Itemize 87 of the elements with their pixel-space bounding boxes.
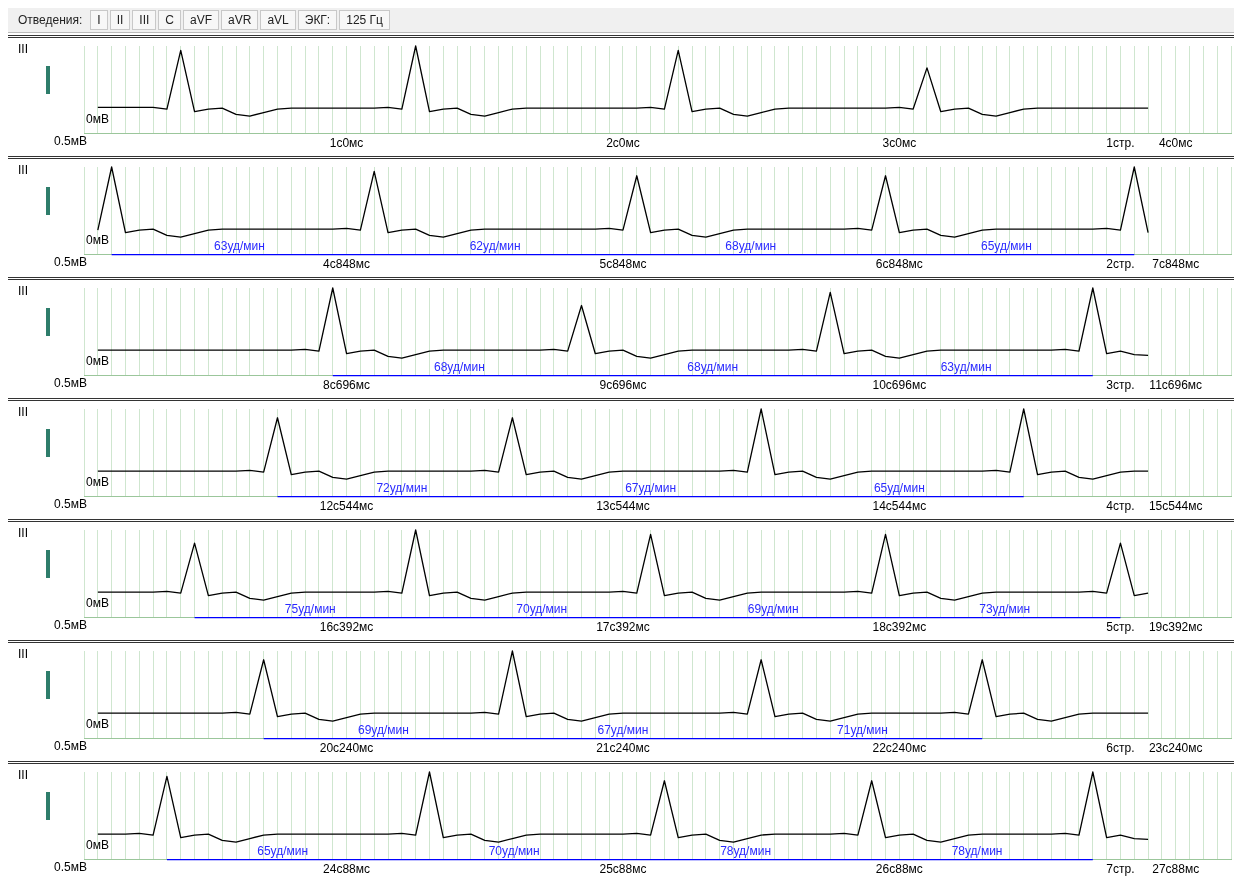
- x-tick-label: 21с240мс: [596, 741, 650, 756]
- x-tick-label: 24с88мс: [323, 862, 371, 877]
- text: 0.5мВ: [54, 859, 87, 874]
- annotation: 71уд/мин: [837, 722, 888, 737]
- annotation: 67уд/мин: [625, 480, 677, 495]
- x-tick-label: 19с392мс: [1148, 620, 1203, 635]
- text: 0.5мВ: [54, 617, 87, 632]
- annotation: 0мВ: [86, 595, 109, 610]
- text: I: [90, 10, 108, 30]
- x-tick-label: 4с848мс: [323, 257, 371, 272]
- annotation: 68уд/мин: [687, 359, 739, 374]
- x-tick-label: 15с544мс: [1148, 499, 1203, 514]
- annotation: 69уд/мин: [357, 722, 409, 737]
- annotation: 73уд/мин: [979, 601, 1031, 616]
- text: III: [132, 10, 157, 30]
- x-tick-label: 1стр.: [1106, 136, 1135, 151]
- annotation: 72уд/мин: [376, 480, 428, 495]
- text: III: [18, 163, 29, 178]
- text: ЭКГ:: [297, 10, 338, 30]
- text: 0.5мВ: [54, 496, 87, 511]
- x-tick-label: 3стр.: [1106, 378, 1135, 393]
- x-tick-label: 16с392мс: [319, 620, 374, 635]
- x-tick-label: 12с544мс: [319, 499, 374, 514]
- annotation: 65уд/мин: [257, 843, 309, 858]
- text: 0.5мВ: [54, 254, 87, 269]
- x-tick-label: 23с240мс: [1148, 741, 1203, 756]
- annotation: 65уд/мин: [873, 480, 925, 495]
- text: III: [18, 42, 29, 57]
- x-tick-label: 4с0мс: [1158, 136, 1193, 151]
- annotation: 0мВ: [86, 716, 109, 731]
- annotation: 70уд/мин: [516, 601, 568, 616]
- text: 0.5мВ: [54, 375, 87, 390]
- x-tick-label: 5с848мс: [599, 257, 647, 272]
- x-tick-label: 27с88мс: [1152, 862, 1200, 877]
- x-tick-label: 1с0мс: [329, 136, 364, 151]
- annotation: 68уд/мин: [725, 238, 777, 253]
- annotation: 67уд/мин: [597, 722, 649, 737]
- text: II: [109, 10, 131, 30]
- x-tick-label: 6с848мс: [875, 257, 923, 272]
- text: 125 Гц: [339, 10, 390, 30]
- annotation: 0мВ: [86, 232, 109, 247]
- x-tick-label: 20с240мс: [319, 741, 374, 756]
- annotation: 69уд/мин: [747, 601, 799, 616]
- x-tick-label: 7стр.: [1106, 862, 1135, 877]
- annotation: 75уд/мин: [284, 601, 336, 616]
- x-tick-label: 5стр.: [1106, 620, 1135, 635]
- x-tick-label: 3с0мс: [882, 136, 917, 151]
- annotation: 0мВ: [86, 111, 109, 126]
- annotation: 68уд/мин: [433, 359, 485, 374]
- text: aVL: [260, 10, 296, 30]
- x-tick-label: 11с696мс: [1149, 378, 1203, 393]
- text: III: [18, 768, 29, 783]
- annotation: 0мВ: [86, 837, 109, 852]
- text: aVR: [221, 10, 259, 30]
- x-tick-label: 10с696мс: [872, 378, 927, 393]
- annotation: 65уд/мин: [981, 238, 1032, 253]
- annotation: 0мВ: [86, 353, 109, 368]
- x-tick-label: 4стр.: [1106, 499, 1135, 514]
- x-tick-label: 2с0мс: [606, 136, 640, 151]
- x-tick-label: 13с544мс: [596, 499, 650, 514]
- annotation: 63уд/мин: [940, 359, 992, 374]
- x-tick-label: 22с240мс: [872, 741, 927, 756]
- annotation: 70уд/мин: [488, 843, 540, 858]
- text: aVF: [183, 10, 220, 30]
- x-tick-label: 7с848мс: [1152, 257, 1200, 272]
- annotation: 62уд/мин: [469, 238, 521, 253]
- x-tick-label: 25с88мс: [599, 862, 647, 877]
- x-tick-label: 18с392мс: [872, 620, 927, 635]
- annotation: 0мВ: [86, 474, 109, 489]
- text: III: [18, 647, 29, 662]
- annotation: 78уд/мин: [951, 843, 1003, 858]
- x-tick-label: 6стр.: [1106, 741, 1135, 756]
- text: Отведения:: [17, 12, 84, 29]
- text: 0.5мВ: [54, 133, 87, 148]
- text: III: [18, 405, 29, 420]
- x-tick-label: 8с696мс: [323, 378, 371, 393]
- x-tick-label: 9с696мс: [599, 378, 647, 393]
- x-tick-label: 14с544мс: [872, 499, 927, 514]
- text: C: [158, 10, 182, 30]
- text: III: [18, 284, 29, 299]
- x-tick-label: 26с88мс: [875, 862, 923, 877]
- annotation: 63уд/мин: [214, 238, 265, 253]
- text: 0.5мВ: [54, 738, 87, 753]
- text: III: [18, 526, 29, 541]
- annotation: 78уд/мин: [720, 843, 772, 858]
- x-tick-label: 17с392мс: [596, 620, 650, 635]
- x-tick-label: 2стр.: [1106, 257, 1135, 272]
